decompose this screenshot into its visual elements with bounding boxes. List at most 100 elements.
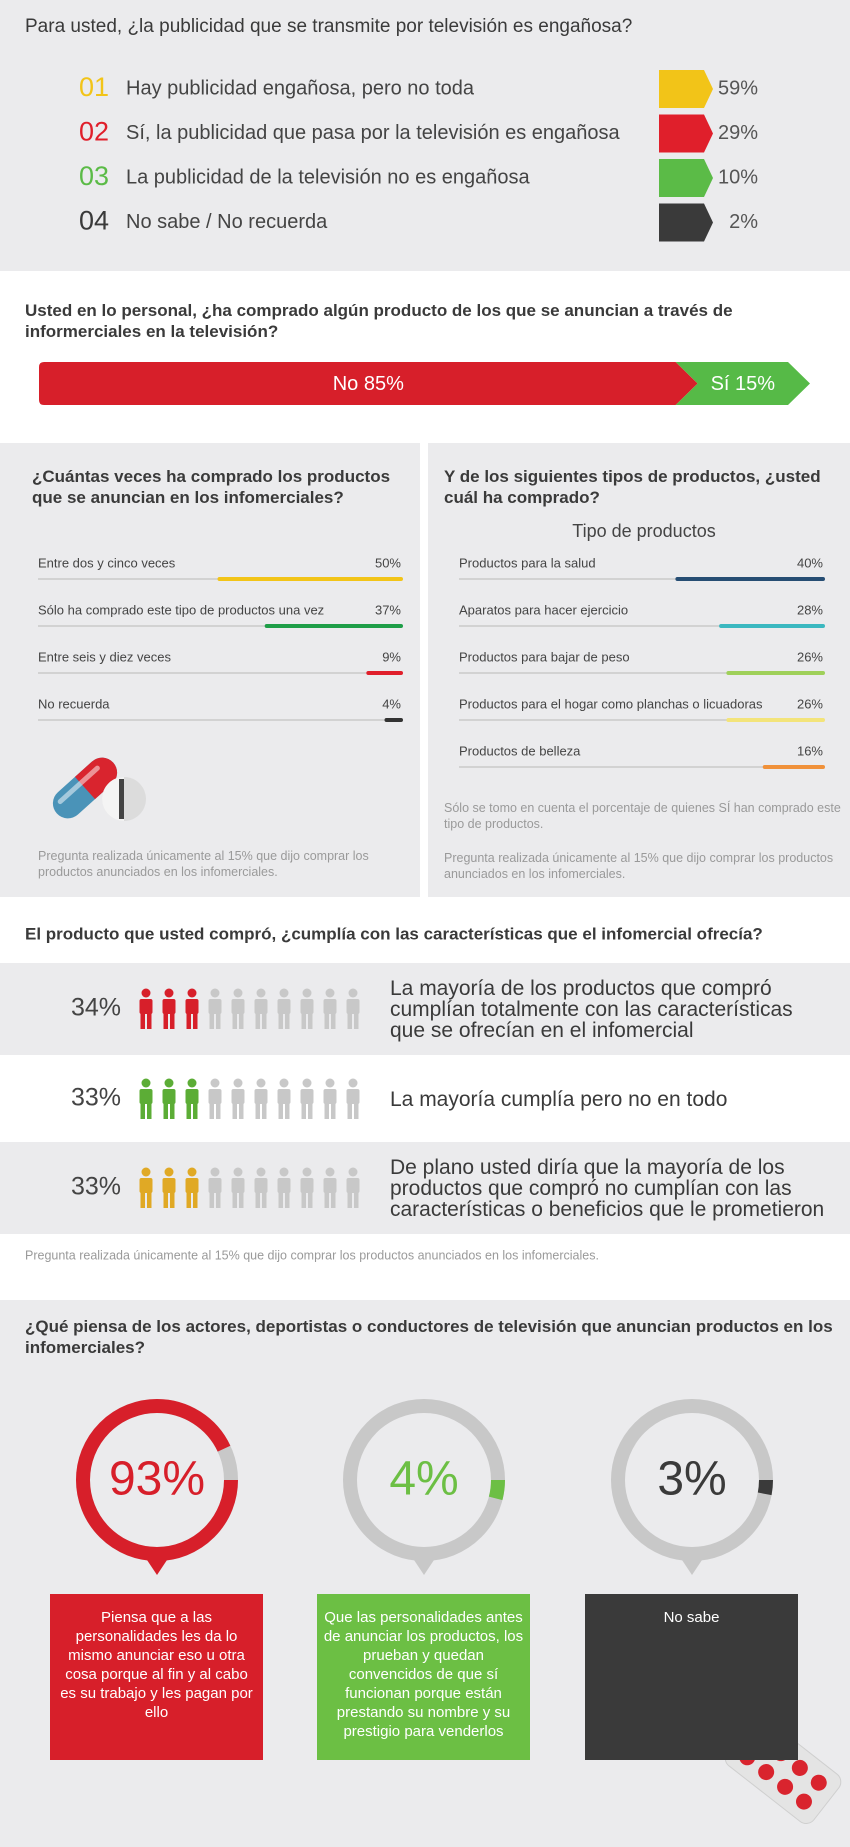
row-label: Productos para bajar de peso [459, 649, 630, 664]
footnote: Sólo se tomo en cuenta el porcentaje de … [444, 801, 841, 831]
pictogram-row [139, 1167, 360, 1208]
donut-value: 3% [657, 1453, 726, 1506]
icon-head [164, 1167, 174, 1177]
panel-title: ¿Cuántas veces ha comprado los productos… [32, 467, 391, 507]
person-icon [139, 1078, 153, 1119]
person-icon [323, 1167, 337, 1208]
footnote-frame: Sólo se tomo en cuenta el porcentaje de … [444, 801, 841, 831]
icon-leg [262, 1103, 267, 1119]
person-icon [162, 988, 176, 1029]
icon-leg [354, 1013, 359, 1029]
answer-text: Que las personalidades antes de anunciar… [323, 1609, 524, 1740]
item-label: Sí, la publicidad que pasa por la televi… [126, 122, 621, 144]
capsule-half [74, 757, 118, 800]
icon-head [141, 1078, 151, 1088]
icon-head [325, 1167, 335, 1177]
icon-head [325, 1078, 335, 1088]
icon-body [139, 1178, 153, 1193]
item-number: 01 [79, 72, 109, 102]
panel-title: Y de los siguientes tipos de productos, … [444, 467, 821, 507]
row-label: Productos para el hogar como planchas o … [459, 696, 763, 711]
icon-body [254, 1178, 268, 1193]
row-label: Productos de belleza [459, 743, 581, 758]
icon-leg [147, 1103, 152, 1119]
question-title-frame: ¿Qué piensa de los actores, deportistas … [25, 1317, 833, 1357]
row-value: 26% [797, 649, 823, 664]
icon-leg [308, 1013, 313, 1029]
person-icon [185, 1078, 199, 1119]
blister-pill [795, 1793, 812, 1810]
icon-body [323, 1178, 337, 1193]
row-label: No recuerda [38, 696, 110, 711]
person-icon [162, 1167, 176, 1208]
blister-pill [758, 1764, 775, 1781]
answer-text: No sabe [663, 1609, 720, 1626]
flag-marker [659, 114, 713, 153]
icon-head [302, 1167, 312, 1177]
icon-body [277, 1089, 291, 1104]
icon-leg [216, 1013, 221, 1029]
person-icon [323, 1078, 337, 1119]
icon-body [139, 999, 153, 1014]
person-icon [254, 988, 268, 1029]
icon-leg [354, 1103, 359, 1119]
donut-arc [343, 1399, 505, 1561]
icon-head [141, 1167, 151, 1177]
icon-leg [308, 1103, 313, 1119]
icon-head [187, 1078, 197, 1088]
icon-leg [285, 1192, 290, 1208]
icon-head [348, 1078, 358, 1088]
icon-body [231, 999, 245, 1014]
person-icon [208, 1078, 222, 1119]
icon-head [325, 988, 335, 998]
icon-leg [331, 1103, 336, 1119]
person-icon [300, 1167, 314, 1208]
row-value: 9% [382, 649, 401, 664]
icon-leg [255, 1192, 260, 1208]
row-value: 37% [375, 602, 401, 617]
icon-body [300, 1089, 314, 1104]
value-label: 2% [729, 211, 758, 233]
icon-leg [163, 1013, 168, 1029]
icon-head [302, 988, 312, 998]
icon-leg [232, 1192, 237, 1208]
person-icon [231, 988, 245, 1029]
row-label: Productos para la salud [459, 555, 596, 570]
donut-value: 4% [389, 1453, 458, 1506]
icon-body [346, 1178, 360, 1193]
icon-body [162, 999, 176, 1014]
icon-leg [163, 1192, 168, 1208]
person-icon [277, 988, 291, 1029]
icon-leg [354, 1192, 359, 1208]
icon-head [210, 1078, 220, 1088]
value-label: 33% [71, 1173, 121, 1201]
person-icon [277, 1078, 291, 1119]
icon-head [256, 988, 266, 998]
flag-marker [659, 70, 713, 108]
answer-box [585, 1594, 798, 1760]
icon-leg [193, 1013, 198, 1029]
person-icon [300, 1078, 314, 1119]
icon-head [233, 988, 243, 998]
icon-leg [186, 1103, 191, 1119]
icon-head [164, 988, 174, 998]
icon-head [233, 1078, 243, 1088]
blister-pill [777, 1778, 794, 1795]
icon-head [302, 1078, 312, 1088]
person-icon [254, 1167, 268, 1208]
icon-leg [278, 1103, 283, 1119]
person-icon [139, 988, 153, 1029]
tablet-half [102, 777, 124, 821]
icon-leg [324, 1192, 329, 1208]
icon-leg [147, 1192, 152, 1208]
question-title: El producto que usted compró, ¿cumplía c… [25, 924, 763, 943]
icon-body [277, 1178, 291, 1193]
icon-head [256, 1078, 266, 1088]
icon-body [300, 1178, 314, 1193]
icon-leg [193, 1192, 198, 1208]
person-icon [185, 988, 199, 1029]
icon-head [164, 1078, 174, 1088]
icon-leg [262, 1192, 267, 1208]
icon-body [300, 999, 314, 1014]
icon-body [162, 1089, 176, 1104]
